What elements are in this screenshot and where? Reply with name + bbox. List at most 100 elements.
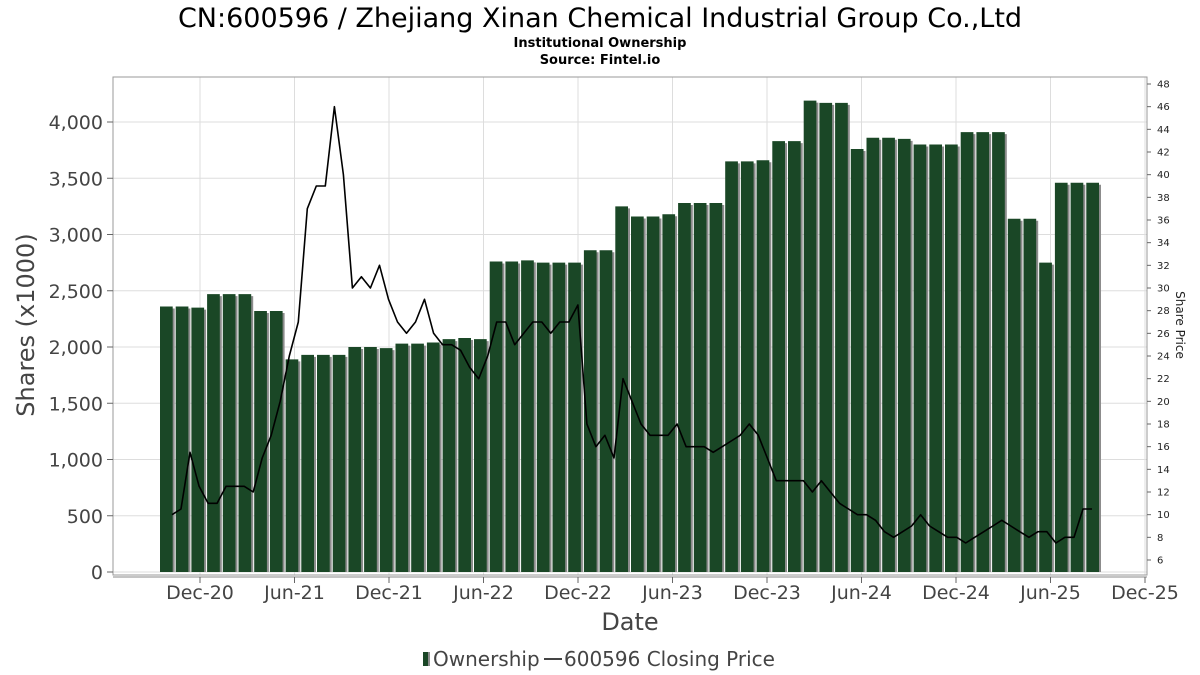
ownership-bar [175,306,189,572]
legend-label-ownership: Ownership [433,647,540,671]
y-tick-label: 3,000 [49,225,103,247]
y2-tick-label: 44 [1157,125,1170,136]
ownership-bar [913,144,927,572]
y2-tick-label: 48 [1157,80,1170,91]
y2-tick-label: 36 [1157,216,1170,227]
ownership-bar [1054,182,1068,572]
bar-layer [160,100,1101,572]
y-axis-left: 0 500 1,000 1,500 2,000 2,500 3,000 3,500 4,000 [49,112,113,584]
y-tick-label: 4,000 [49,112,103,134]
ownership-bar [945,144,958,572]
y2-tick-label: 18 [1157,420,1170,431]
y2-tick-label: 12 [1157,488,1170,499]
ownership-bar [568,262,581,572]
ownership-bar [379,348,393,572]
chart-subtitle: Institutional Ownership [514,36,687,51]
ownership-bar [866,137,880,572]
chart-title: CN:600596 / Zhejiang Xinan Chemical Indu… [178,3,1022,34]
ownership-bar [960,132,974,572]
ownership-bar [819,102,833,572]
y-tick-label: 2,500 [49,281,103,303]
ownership-bar [505,261,519,572]
ownership-bar [929,144,942,572]
ownership-bar [709,203,723,572]
x-tick-label: Jun-23 [641,582,703,604]
ownership-bar [662,214,676,572]
ownership-bar [1070,182,1084,572]
ownership-bar [426,342,440,572]
x-tick-label: Dec-24 [922,582,990,604]
y2-tick-label: 26 [1157,329,1170,340]
ownership-bar [474,339,487,572]
ownership-bar [678,203,691,572]
ownership-bar [882,137,895,572]
ownership-bar [222,294,236,572]
ownership-bar [395,343,409,572]
y-axis-right: 6 8 10 12 14 16 18 20 22 24 26 28 30 32 34 36 38 40 42 44 46… [1146,77,1170,575]
y2-tick-label: 14 [1157,465,1170,476]
ownership-bar [552,262,566,572]
ownership-bar [238,294,252,572]
y2-tick-label: 42 [1157,148,1170,159]
x-tick-label: Dec-22 [544,582,612,604]
ownership-bar [740,161,754,572]
ownership-bar [348,347,362,572]
ownership-bar [788,141,801,572]
ownership-bar [835,102,848,572]
ownership-bar [1023,218,1037,572]
x-axis: Dec-20 Jun-21 Dec-21 Jun-22 Dec-22 Jun-23 Dec-… [166,577,1179,604]
ownership-bar [442,339,456,572]
x-tick-label: Dec-25 [1111,582,1179,604]
legend-swatch-ownership-shadow [428,652,430,666]
y-tick-label: 1,000 [49,450,103,472]
ownership-bar [725,161,738,572]
ownership-bar [1039,262,1052,572]
y-tick-label: 500 [67,506,103,528]
y2-tick-label: 24 [1157,352,1170,363]
y-tick-label: 3,500 [49,168,103,190]
ownership-bar [756,160,770,572]
ownership-bar [458,338,471,572]
ownership-bar [1007,218,1021,572]
y2-tick-label: 40 [1157,170,1170,181]
y2-tick-label: 16 [1157,442,1170,453]
y2-tick-label: 28 [1157,306,1170,317]
ownership-bar [772,141,785,572]
x-axis-title: Date [601,608,658,636]
ownership-bar [191,307,205,572]
ownership-bar [693,203,707,572]
x-tick-label: Dec-23 [733,582,801,604]
y2-tick-label: 10 [1157,510,1170,521]
y2-tick-label: 30 [1157,284,1170,295]
ownership-bar [646,216,660,572]
x-tick-label: Jun-22 [452,582,514,604]
legend-swatch-ownership [423,652,428,666]
ownership-bar [317,354,330,572]
ownership-bar [803,100,817,572]
ownership-bar [285,359,299,572]
ownership-bar [301,354,314,572]
ownership-bar [992,132,1005,572]
ownership-bar [364,347,377,572]
ownership-bar [536,262,550,572]
ownership-bar [254,311,267,572]
x-tick-label: Dec-20 [166,582,234,604]
x-tick-label: Jun-25 [1019,582,1081,604]
ownership-bar [332,354,346,572]
y2-tick-label: 32 [1157,261,1170,272]
y2-tick-label: 38 [1157,193,1170,204]
y-tick-label: 1,500 [49,393,103,415]
ownership-bar [631,216,644,572]
y2-tick-label: 46 [1157,102,1170,113]
x-tick-label: Jun-21 [263,582,325,604]
closing-price-line [171,105,1092,544]
ownership-bar [411,343,424,572]
x-tick-label: Jun-24 [830,582,892,604]
ownership-bar [850,149,864,572]
y-axis-title: Shares (x1000) [12,233,40,416]
ownership-bar [897,138,911,572]
y2-tick-label: 34 [1157,238,1170,249]
ownership-bar [583,250,597,572]
